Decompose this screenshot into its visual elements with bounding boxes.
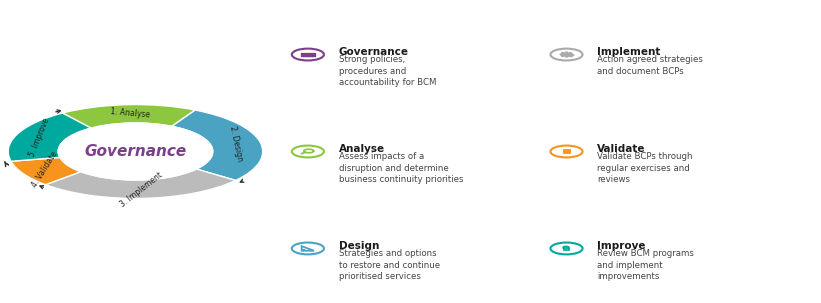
Wedge shape [172, 110, 263, 180]
Text: 3. Implement: 3. Implement [118, 170, 163, 209]
Text: Validate: Validate [598, 145, 646, 155]
Bar [564, 150, 571, 152]
Text: Strategies and options
to restore and continue
prioritised services: Strategies and options to restore and co… [339, 249, 440, 281]
Text: 4. Validate: 4. Validate [30, 150, 59, 189]
Text: Governance: Governance [339, 48, 409, 58]
Wedge shape [8, 113, 91, 161]
Text: Action agreed strategies
and document BCPs: Action agreed strategies and document BC… [598, 55, 704, 75]
Text: Validate BCPs through
regular exercises and
reviews: Validate BCPs through regular exercises … [598, 152, 693, 184]
Text: Strong policies,
procedures and
accountability for BCM: Strong policies, procedures and accounta… [339, 55, 436, 87]
Text: Implement: Implement [598, 48, 661, 58]
Text: Improve: Improve [598, 241, 646, 251]
Text: 1. Analyse: 1. Analyse [110, 107, 150, 120]
Text: Governance: Governance [85, 144, 186, 159]
Wedge shape [62, 105, 195, 128]
Text: Analyse: Analyse [339, 145, 385, 155]
Text: Design: Design [339, 241, 379, 251]
Circle shape [58, 123, 213, 180]
Wedge shape [45, 169, 236, 198]
Text: 5. Improve: 5. Improve [28, 117, 52, 158]
Wedge shape [11, 158, 80, 185]
Text: Review BCM programs
and implement
improvements: Review BCM programs and implement improv… [598, 249, 695, 281]
Bar [564, 248, 569, 250]
Text: 2. Design: 2. Design [228, 125, 245, 162]
Text: Assess impacts of a
disruption and determine
business continuity priorities: Assess impacts of a disruption and deter… [339, 152, 463, 184]
